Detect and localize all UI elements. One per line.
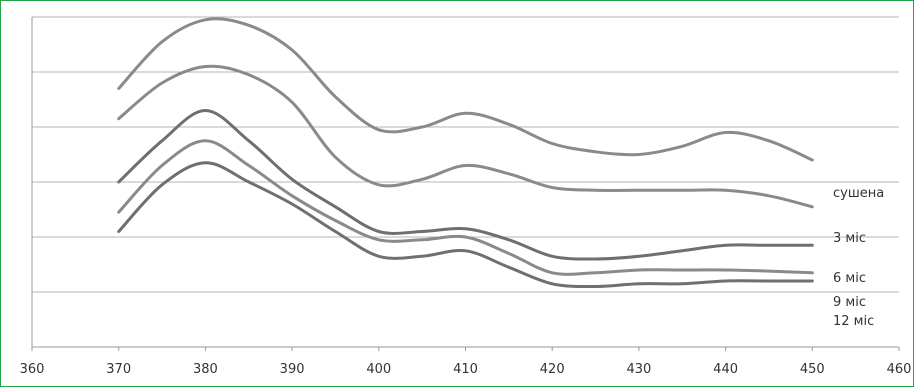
series-line (117, 161, 814, 289)
series-label: сушена (833, 186, 884, 201)
x-tick-label: 360 (20, 362, 45, 377)
series-label: 3 міс (833, 231, 866, 246)
x-tick-label: 390 (280, 362, 305, 377)
series-label: 6 міс (833, 271, 866, 286)
x-tick-label: 430 (626, 362, 651, 377)
series-line (117, 17, 814, 162)
x-tick-label: 450 (800, 362, 825, 377)
x-tick-label: 440 (713, 362, 738, 377)
series-line (117, 139, 814, 276)
x-tick-label: 400 (366, 362, 391, 377)
x-tick-label: 410 (453, 362, 478, 377)
x-tick-label: 420 (540, 362, 565, 377)
series-labels: сушена 3 міс 6 міс 9 міс 12 міс (833, 186, 884, 329)
series-line (117, 109, 814, 261)
series-label: 12 міс (833, 314, 874, 329)
x-axis-ticks: 360 370 380 390 400 410 420 430 440 450 460 (20, 347, 912, 377)
x-tick-label: 460 (887, 362, 912, 377)
x-tick-label: 370 (106, 362, 131, 377)
series-line (117, 64, 814, 209)
x-tick-label: 380 (193, 362, 218, 377)
series-lines (117, 17, 814, 289)
series-label: 9 міс (833, 295, 866, 310)
